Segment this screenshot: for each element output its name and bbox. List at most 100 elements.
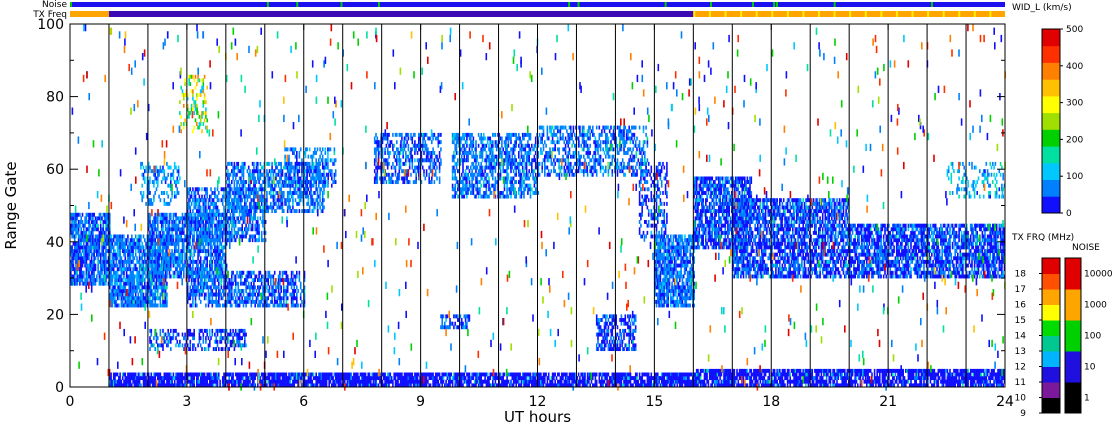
echo-cell <box>138 289 141 293</box>
echo-cell <box>155 176 158 181</box>
echo-cell <box>207 252 210 257</box>
echo-cell <box>159 328 162 333</box>
echo-cell <box>241 172 243 177</box>
echo-cell <box>198 292 201 297</box>
echo-cell <box>425 154 428 159</box>
echo-cell <box>128 292 130 297</box>
echo-cell <box>215 289 217 293</box>
echo-cell <box>215 212 217 217</box>
echo-cell <box>193 343 195 348</box>
echo-cell <box>209 267 211 272</box>
echo-cell <box>119 256 121 261</box>
echo-cell <box>103 238 106 243</box>
echo-cell <box>183 96 185 101</box>
echo-cell <box>454 143 456 148</box>
echo-cell <box>120 289 123 293</box>
echo-cell <box>215 245 217 250</box>
echo-cell <box>284 303 286 308</box>
echo-cell <box>159 256 162 261</box>
echo-cell <box>190 212 193 217</box>
echo-cell <box>193 336 195 341</box>
echo-cell <box>98 241 101 246</box>
echo-cell <box>376 172 379 177</box>
echo-cell <box>167 245 169 250</box>
echo-cell <box>397 180 399 185</box>
echo-cell <box>72 278 75 283</box>
echo-cell <box>133 296 136 301</box>
echo-cell <box>254 183 256 188</box>
echo-cell <box>198 267 201 272</box>
echo-cell <box>145 289 147 293</box>
echo-cell <box>280 194 282 199</box>
echo-cell <box>194 198 197 203</box>
echo-cell <box>405 172 407 177</box>
echo-cell <box>171 194 173 199</box>
echo-cell <box>259 303 262 308</box>
echo-cell <box>218 252 220 257</box>
echo-cell <box>216 270 219 275</box>
echo-cell <box>206 234 208 239</box>
echo-cell <box>94 249 97 254</box>
echo-cell <box>398 172 401 177</box>
echo-cell <box>188 241 190 246</box>
echo-cell <box>196 220 198 224</box>
echo-cell <box>85 274 88 279</box>
echo-cell <box>96 223 98 228</box>
echo-cell <box>110 299 112 304</box>
echo-cell <box>223 292 225 297</box>
echo-cell <box>241 234 243 239</box>
echo-cell <box>201 249 203 254</box>
echo-cell <box>216 256 219 261</box>
echo-cell <box>215 234 217 239</box>
echo-cell <box>96 278 98 283</box>
echo-cell <box>279 198 281 203</box>
echo-cell <box>118 278 120 283</box>
echo-cell <box>209 241 211 246</box>
echo-cell <box>151 220 154 224</box>
echo-cell <box>480 172 482 177</box>
echo-cell <box>197 252 199 257</box>
echo-cell <box>254 285 256 290</box>
echo-cell <box>85 212 88 217</box>
echo-cell <box>319 161 321 166</box>
echo-cell <box>281 296 284 301</box>
echo-cell <box>266 209 268 214</box>
echo-cell <box>455 165 458 170</box>
echo-cell <box>244 220 246 224</box>
echo-cell <box>159 165 162 170</box>
echo-cell <box>186 241 189 246</box>
echo-cell <box>207 198 210 203</box>
echo-cell <box>171 256 173 261</box>
echo-cell <box>480 176 482 181</box>
echo-cell <box>160 259 163 264</box>
echo-cell <box>260 238 263 243</box>
echo-cell <box>205 278 207 283</box>
echo-cell <box>286 198 289 203</box>
echo-cell <box>453 194 455 199</box>
echo-cell <box>131 252 133 257</box>
echo-cell <box>211 191 214 195</box>
echo-cell <box>288 176 290 181</box>
echo-cell <box>220 347 223 352</box>
echo-cell <box>141 198 143 203</box>
echo-cell <box>164 289 167 293</box>
echo-cell <box>255 238 258 243</box>
echo-cell <box>246 230 249 235</box>
echo-cell <box>188 114 190 119</box>
echo-cell <box>271 285 273 290</box>
echo-cell <box>132 274 134 279</box>
echo-cell <box>414 140 416 145</box>
echo-cell <box>255 161 258 166</box>
echo-cell <box>303 270 306 275</box>
echo-cell <box>121 241 124 246</box>
echo-cell <box>264 270 267 275</box>
echo-cell <box>216 227 219 232</box>
echo-cell <box>199 292 202 297</box>
echo-cell <box>227 296 229 301</box>
echo-cell <box>146 191 149 195</box>
echo-cell <box>247 292 250 297</box>
echo-cell <box>203 328 206 333</box>
echo-cell <box>189 343 192 348</box>
echo-cell <box>229 238 232 243</box>
echo-cell <box>233 278 236 283</box>
